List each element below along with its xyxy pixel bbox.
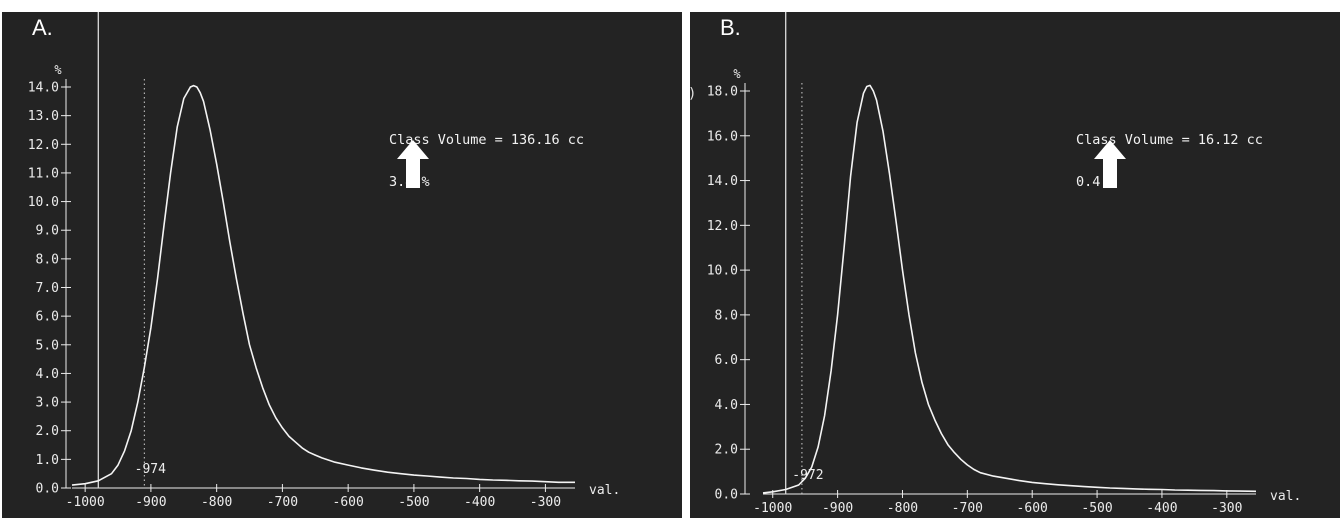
- y-tick-label: 6.0: [715, 353, 738, 368]
- threshold-value-label: -972: [792, 468, 823, 483]
- y-tick-label: 10.0: [707, 264, 738, 279]
- class-volume-text: Class Volume = 136.16 cc: [389, 132, 585, 148]
- x-tick-label: -500: [398, 495, 429, 510]
- y-tick-label: 0.0: [715, 488, 738, 503]
- x-tick-label: -900: [135, 495, 166, 510]
- y-tick-label: 12.0: [28, 138, 59, 153]
- class-volume-annotation: Class Volume = 136.16 cc 3.4 %: [389, 105, 584, 217]
- y-tick-label: 16.0: [707, 129, 738, 144]
- histogram-plot-a: % 0.0 1.0 2.0 3.0 4.0 5.0 6.0 7.0 8.0 9.0 10.0 11.0 1…: [28, 12, 620, 510]
- y-tick-label: 0.0: [36, 482, 59, 497]
- panel-label: B.: [720, 15, 741, 40]
- x-tick-label: -700: [267, 495, 298, 510]
- y-axis-unit-label: %: [54, 63, 62, 77]
- y-tick-label: 13.0: [28, 109, 59, 124]
- y-tick-label: 3.0: [36, 396, 59, 411]
- x-axis-label: val.: [589, 483, 620, 498]
- x-tick-label: -400: [1146, 501, 1177, 516]
- up-arrow-icon: [397, 140, 429, 188]
- x-tick-label: -600: [1017, 501, 1048, 516]
- y-tick-label: 2.0: [715, 443, 738, 458]
- x-tick-label: -700: [952, 501, 983, 516]
- x-tick-label: -800: [887, 501, 918, 516]
- x-tick-label: -300: [530, 495, 561, 510]
- y-tick-label: 8.0: [715, 308, 738, 323]
- y-tick-label: 7.0: [36, 281, 59, 296]
- histogram-panel-a: A. % 0.0 1.0 2.0 3.0 4.0 5.0 6.0 7.0 8.0 9.0 10.0 11…: [2, 12, 682, 518]
- y-tick-label: 14.0: [28, 81, 59, 96]
- y-tick-label: 6.0: [36, 310, 59, 325]
- x-tick-label: -1000: [66, 495, 105, 510]
- y-tick-label: 2.0: [36, 424, 59, 439]
- x-tick-label: -600: [333, 495, 364, 510]
- class-volume-text: Class Volume = 16.12 cc: [1076, 132, 1263, 148]
- histogram-curve: [762, 84, 1257, 494]
- y-tick-label: 14.0: [707, 174, 738, 189]
- histogram-plot-b: % 0.0 2.0 4.0 6.0 8.0 10.0 12.0 14.0 16.0 18.0 -100…: [707, 12, 1301, 516]
- y-tick-label: 5.0: [36, 338, 59, 353]
- y-tick-label: 10.0: [28, 195, 59, 210]
- y-tick-label: 8.0: [36, 252, 59, 267]
- y-tick-label: 9.0: [36, 224, 59, 239]
- class-volume-annotation: Class Volume = 16.12 cc 0.4 %: [1076, 105, 1263, 217]
- y-tick-label: 18.0: [707, 85, 738, 100]
- x-tick-label: -500: [1081, 501, 1112, 516]
- x-tick-label: -300: [1211, 501, 1242, 516]
- x-axis-label: val.: [1270, 489, 1301, 504]
- up-arrow-icon: [1094, 140, 1126, 188]
- y-tick-label: 11.0: [28, 166, 59, 181]
- stray-glyph: ): [690, 86, 696, 102]
- histogram-curve: [71, 84, 575, 486]
- y-tick-label: 12.0: [707, 219, 738, 234]
- y-tick-label: 4.0: [36, 367, 59, 382]
- histogram-panel-b: B. ) % 0.0 2.0 4.0 6.0 8.0 10.0 12.0 14.0 16.0 18.…: [690, 12, 1340, 518]
- x-tick-label: -800: [201, 495, 232, 510]
- x-tick-label: -900: [822, 501, 853, 516]
- y-axis-unit-label: %: [733, 67, 741, 81]
- panel-label: A.: [32, 15, 53, 40]
- y-tick-label: 4.0: [715, 398, 738, 413]
- x-tick-label: -400: [464, 495, 495, 510]
- y-tick-label: 1.0: [36, 453, 59, 468]
- threshold-value-label: -974: [135, 462, 166, 477]
- x-tick-label: -1000: [753, 501, 792, 516]
